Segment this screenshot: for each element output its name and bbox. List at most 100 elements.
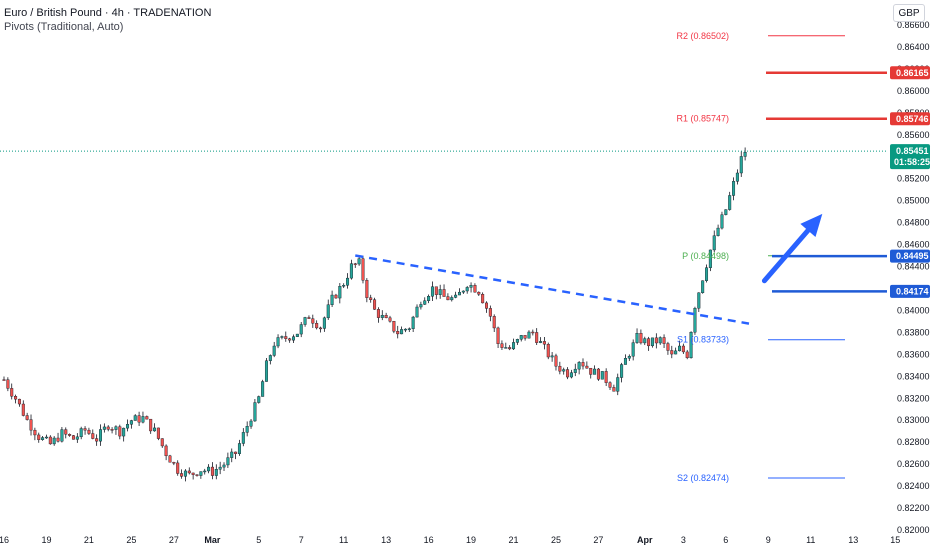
candle-body [114, 426, 118, 430]
x-tick-label: 21 [509, 535, 519, 545]
candle-body [245, 426, 249, 433]
candle-body [454, 294, 458, 298]
candle-body [241, 432, 245, 444]
candle-body [430, 286, 434, 297]
candle-body [523, 335, 527, 339]
y-tick-label: 0.84000 [897, 305, 930, 315]
level-price-tag-bg [890, 249, 930, 263]
pivot-label-s2: S2 (0.82474) [677, 473, 729, 483]
chart-legend: Euro / British Pound · 4h · TRADENATION … [4, 6, 211, 34]
arrow-annotation[interactable] [761, 213, 823, 284]
pivot-label-r2: R2 (0.86502) [676, 31, 729, 41]
candle-body [160, 438, 164, 447]
candle-body [299, 324, 303, 335]
candle-body [427, 296, 431, 301]
candle-body [21, 403, 25, 416]
candle-body [141, 416, 145, 423]
candle-body [539, 341, 543, 343]
x-tick-label: 19 [41, 535, 51, 545]
candle-body [542, 341, 546, 345]
candle-body [612, 387, 616, 392]
candle-body [6, 379, 10, 389]
candle-body [322, 317, 326, 329]
candle-body [129, 420, 133, 425]
candle-body [253, 402, 257, 422]
x-tick-label: Mar [204, 535, 221, 545]
candle-body [396, 331, 400, 335]
y-tick-label: 0.85200 [897, 174, 930, 184]
candle-body [708, 249, 712, 268]
candle-body [681, 345, 685, 353]
x-tick-label: 21 [84, 535, 94, 545]
x-tick-label: Apr [637, 535, 653, 545]
candle-body [288, 338, 292, 341]
candle-body [508, 347, 512, 350]
symbol-title[interactable]: Euro / British Pound · 4h · TRADENATION [4, 7, 212, 19]
candle-body [122, 427, 126, 437]
x-tick-label: 13 [381, 535, 391, 545]
candle-body [56, 437, 60, 442]
trendline[interactable] [355, 254, 750, 325]
candle-body [137, 415, 141, 423]
candle-body [145, 416, 149, 420]
candle-body [334, 294, 338, 299]
candle-body [195, 474, 199, 476]
candle-body [149, 418, 153, 432]
candle-body [295, 333, 299, 337]
candle-body [403, 328, 407, 331]
currency-badge[interactable]: GBP [893, 4, 925, 22]
candle-body [519, 335, 523, 340]
candle-body [44, 436, 48, 439]
candle-body [164, 445, 168, 457]
x-tick-label: 15 [890, 535, 900, 545]
candle-body [10, 388, 14, 397]
pivot-label-r1: R1 (0.85747) [676, 114, 729, 124]
level-price-tag-bg [890, 112, 930, 126]
candle-body [589, 367, 593, 375]
arrow-shaft [761, 227, 811, 284]
candle-body [237, 443, 241, 454]
candle-body [187, 470, 191, 474]
candle-body [735, 172, 739, 182]
level-price-tag: 0.85746 [896, 114, 929, 124]
candle-body [558, 365, 562, 372]
candle-body [75, 436, 79, 440]
candle-body [724, 209, 728, 215]
candle-body [631, 342, 635, 357]
horizontal-levels[interactable] [766, 71, 887, 293]
candle-body [276, 337, 280, 347]
price-axis[interactable]: 0.866000.864000.862000.860000.858000.856… [897, 20, 930, 535]
candle-body [392, 321, 396, 332]
candle-body [29, 419, 33, 431]
candle-body [210, 466, 214, 476]
candle-body [222, 464, 226, 468]
candle-body [191, 472, 195, 475]
candle-body [338, 286, 342, 299]
y-tick-label: 0.85600 [897, 130, 930, 140]
candle-body [199, 471, 203, 476]
candle-body [650, 337, 654, 347]
candle-body [376, 309, 380, 318]
candle-body [342, 285, 346, 287]
candle-body [697, 292, 701, 309]
candle-body [284, 336, 288, 339]
candle-body [264, 360, 268, 382]
candle-body [353, 263, 357, 265]
candle-body [400, 329, 404, 335]
candle-body [25, 415, 29, 420]
candle-body [207, 466, 211, 472]
time-axis[interactable]: 16 19 21 25 27 Mar 5 7 11 13 16 19 21 25 27 Apr 3 6 9 11 13 1… [0, 535, 900, 545]
candle-body [604, 371, 608, 383]
candle-body [156, 427, 160, 439]
x-tick-label: 27 [169, 535, 179, 545]
candle-body [457, 291, 461, 296]
indicator-title[interactable]: Pivots (Traditional, Auto) [4, 21, 124, 33]
candle-body [361, 258, 365, 281]
candle-body [388, 317, 392, 322]
candle-body [450, 297, 454, 301]
last-price-tag: 0.85451 [896, 146, 929, 156]
candle-body [596, 368, 600, 380]
candle-body [369, 297, 373, 300]
candle-body [705, 267, 709, 281]
